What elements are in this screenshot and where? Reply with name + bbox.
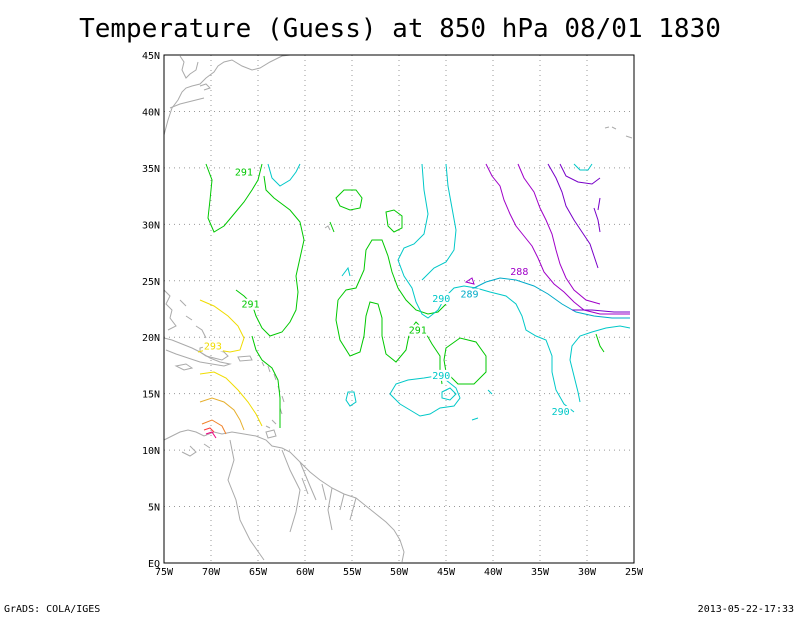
contour-288-c (517, 163, 601, 305)
contour-labels: 291 291 291 290 289 288 290 290 293 (202, 166, 571, 418)
lat-tick-label: 35N (142, 164, 160, 175)
coast-puerto-rico (237, 355, 253, 362)
contour-291-i (443, 337, 487, 385)
contour-286-c (593, 197, 601, 233)
contour-label: 293 (204, 342, 222, 353)
lat-tick-label: EQ (148, 559, 160, 570)
contour-291-b (235, 175, 305, 337)
contour-298 (205, 431, 217, 439)
lon-tick-label: 30W (578, 567, 597, 578)
contour-label: 289 (460, 290, 478, 301)
contour-label-bg (233, 166, 254, 178)
lon-tick-label: 35W (531, 567, 550, 578)
map-title: Temperature (Guess) at 850 hPa 08/01 183… (79, 14, 721, 44)
contour-290-f (345, 391, 357, 407)
lon-tick-label: 45W (437, 567, 456, 578)
lat-tick-label: 15N (142, 390, 160, 401)
coast-long-island (169, 97, 205, 109)
coast-trinidad (265, 429, 277, 439)
contour-291-f (329, 221, 335, 233)
contour-290-g (341, 266, 351, 277)
contour-291-e (385, 209, 403, 233)
contour-290-a (267, 163, 301, 187)
contour-label-bg (459, 288, 480, 300)
contour-289 (469, 277, 630, 319)
contour-286-d (572, 309, 630, 313)
graticule-grid (164, 55, 634, 563)
coast-cape-cod (199, 83, 211, 91)
contour-290-c (421, 163, 457, 281)
contour-294 (199, 397, 245, 431)
contour-label-bg (407, 324, 428, 336)
contour-label-bg (202, 340, 223, 352)
contour-290-h (471, 389, 493, 421)
coastline (163, 54, 633, 563)
contour-290-d (389, 375, 461, 417)
border-interior (227, 439, 357, 561)
contour-288-b (464, 277, 475, 285)
coast-venezuela-detail (181, 443, 211, 457)
contour-label: 290 (432, 294, 450, 305)
lon-tick-label: 65W (249, 567, 268, 578)
contour-291-j (595, 333, 605, 353)
contour-293-b (199, 371, 263, 427)
contour-291-d (335, 189, 363, 211)
contour-label: 290 (432, 371, 450, 382)
lat-tick-label: 40N (142, 107, 160, 118)
contour-label-bg (509, 266, 530, 278)
lon-tick-label: 40W (484, 567, 503, 578)
contour-label: 291 (409, 326, 427, 337)
contour-286-a (547, 163, 599, 269)
contour-290-j (573, 163, 593, 171)
contour-290-i (569, 325, 631, 403)
contours (197, 163, 631, 439)
coast-bahamas (163, 289, 207, 339)
contour-label-bg (240, 298, 261, 310)
coast-azores (604, 126, 633, 139)
lon-tick-label: 55W (343, 567, 362, 578)
contour-label: 288 (510, 267, 528, 278)
contour-label: 290 (552, 407, 570, 418)
lon-tick-label: 60W (296, 567, 315, 578)
coast-south-america (163, 429, 405, 563)
coast-new-england (163, 54, 291, 136)
contour-296 (201, 419, 227, 435)
contour-291-g (335, 299, 443, 385)
contour-290-b (397, 163, 575, 413)
timestamp-label: 2013-05-22-17:33 (697, 604, 794, 615)
contour-297 (203, 427, 215, 433)
contour-291-c (251, 335, 281, 428)
lat-tick-label: 25N (142, 277, 160, 288)
contour-label-bg (431, 293, 452, 305)
map-frame (163, 54, 635, 564)
lat-tick-label: 20N (142, 333, 160, 344)
contour-291-h (337, 239, 447, 315)
coast-jamaica (174, 363, 194, 371)
lat-tick-label: 5N (148, 503, 160, 514)
coast-bermuda (324, 225, 331, 231)
contour-label-bg (431, 369, 452, 381)
lat-tick-label: 10N (142, 446, 160, 457)
contour-label-bg (550, 405, 571, 417)
lat-tick-label: 30N (142, 220, 160, 231)
lon-tick-label: 50W (390, 567, 409, 578)
contour-286-b (559, 163, 601, 185)
contour-291-a (205, 163, 263, 233)
lat-tick-label: 45N (142, 51, 160, 62)
coast-maine-detail (179, 55, 199, 79)
lon-tick-label: 25W (625, 567, 644, 578)
lon-tick-label: 75W (155, 567, 174, 578)
contour-label: 291 (241, 300, 259, 311)
contour-290-e (441, 387, 457, 401)
border-guianas (301, 477, 345, 511)
contour-288-a (485, 163, 630, 315)
coast-lesser-antilles (261, 361, 285, 429)
contour-label: 291 (235, 168, 253, 179)
coast-cuba (163, 337, 232, 367)
credit-label: GrADS: COLA/IGES (4, 604, 101, 615)
lon-tick-label: 70W (202, 567, 221, 578)
